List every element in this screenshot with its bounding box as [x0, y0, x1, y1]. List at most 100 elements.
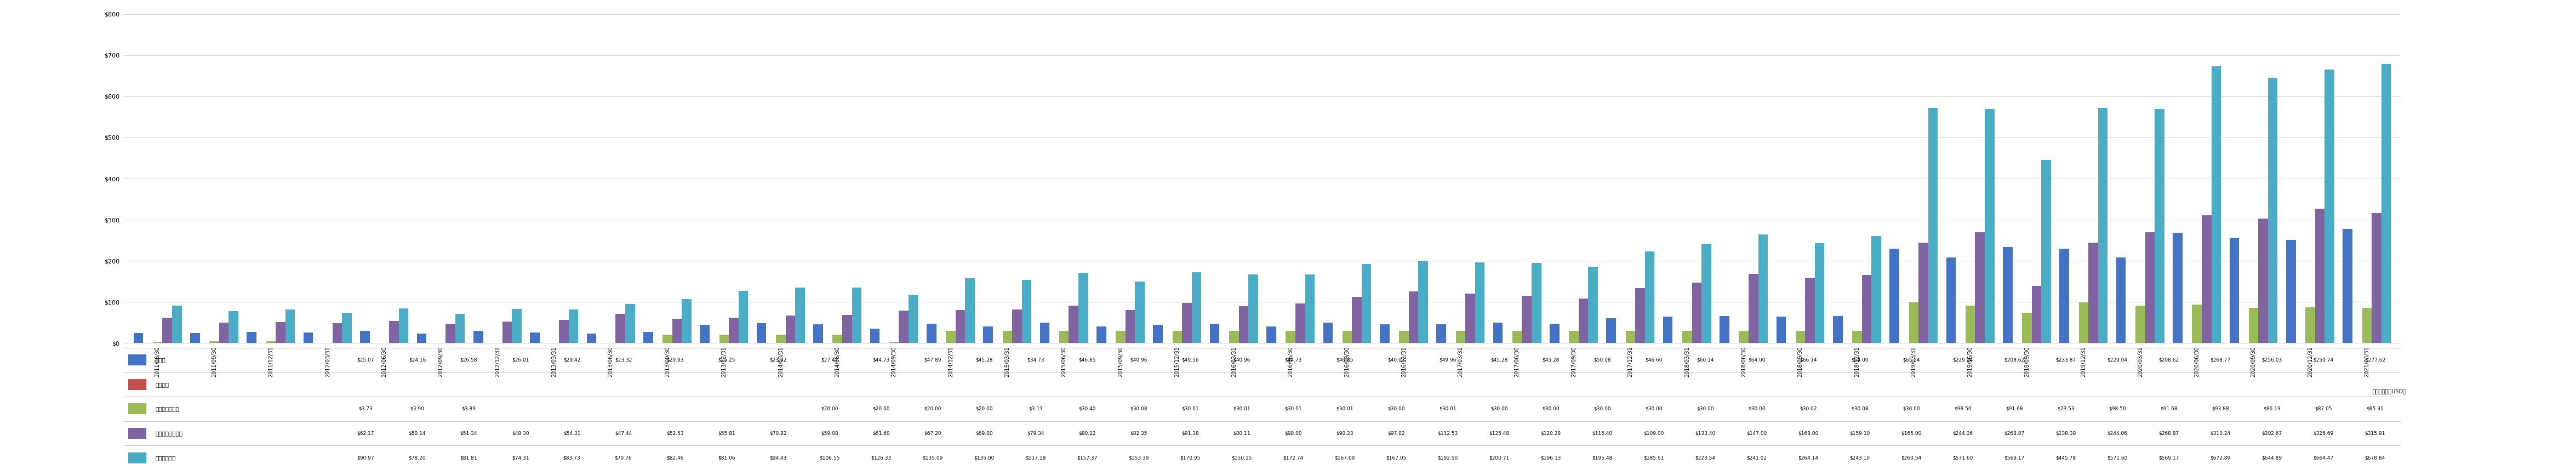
Bar [1079, 273, 1087, 343]
Text: $120.28: $120.28 [1540, 431, 1561, 436]
Text: $30.00: $30.00 [1749, 407, 1765, 411]
Bar [2210, 66, 2221, 343]
Text: $85.31: $85.31 [2367, 407, 2383, 411]
Bar [1126, 310, 1136, 343]
Text: $229.04: $229.04 [1953, 358, 1973, 362]
Text: $3.11: $3.11 [1028, 407, 1043, 411]
Bar [719, 335, 729, 343]
Text: $208.62: $208.62 [2004, 358, 2025, 362]
Bar [626, 304, 634, 343]
Bar [683, 299, 690, 343]
Bar [1512, 331, 1522, 343]
Bar [1965, 306, 1976, 343]
Text: $192.50: $192.50 [1437, 455, 1458, 460]
Bar [1172, 331, 1182, 343]
Text: $302.67: $302.67 [2262, 431, 2282, 436]
Text: $82.46: $82.46 [667, 455, 683, 460]
Text: $196.13: $196.13 [1540, 455, 1561, 460]
Bar [343, 313, 353, 343]
Bar [1692, 282, 1703, 343]
Bar [871, 329, 878, 343]
Text: $30.01: $30.01 [1182, 407, 1198, 411]
Text: $45.28: $45.28 [1543, 358, 1558, 362]
FancyBboxPatch shape [129, 354, 147, 366]
Text: $310.24: $310.24 [2210, 431, 2231, 436]
Text: $3.90: $3.90 [410, 407, 425, 411]
Text: $55.81: $55.81 [719, 431, 734, 436]
Text: $83.73: $83.73 [564, 455, 580, 460]
Bar [945, 330, 956, 343]
Bar [2259, 219, 2267, 343]
Bar [1249, 274, 1257, 343]
Text: $20.00: $20.00 [976, 407, 992, 411]
Bar [399, 309, 407, 343]
Bar [1399, 331, 1409, 343]
Text: $30.00: $30.00 [1904, 407, 1919, 411]
Text: $133.40: $133.40 [1695, 431, 1716, 436]
Text: $49.96: $49.96 [1440, 358, 1455, 362]
Bar [1069, 306, 1079, 343]
Text: $30.00: $30.00 [1646, 407, 1662, 411]
Bar [1739, 331, 1749, 343]
Bar [502, 321, 513, 343]
Text: $20.00: $20.00 [873, 407, 889, 411]
Text: $80.11: $80.11 [1234, 431, 1249, 436]
Text: $256.03: $256.03 [2262, 358, 2282, 362]
Bar [1607, 318, 1615, 343]
Bar [1352, 297, 1363, 343]
Bar [1285, 331, 1296, 343]
Text: $571.60: $571.60 [1953, 455, 1973, 460]
Text: $30.01: $30.01 [1337, 407, 1352, 411]
Bar [899, 311, 909, 343]
Bar [446, 323, 456, 343]
Bar [1579, 298, 1589, 343]
Text: $117.18: $117.18 [1025, 455, 1046, 460]
Bar [2115, 257, 2125, 343]
Text: $34.73: $34.73 [1028, 358, 1043, 362]
Bar [1437, 324, 1445, 343]
Text: $30.00: $30.00 [1492, 407, 1507, 411]
Bar [1927, 108, 1937, 343]
Text: 買掛金: 買掛金 [155, 357, 165, 363]
Bar [1182, 303, 1193, 343]
Text: $62.17: $62.17 [358, 431, 374, 436]
Text: $165.00: $165.00 [1901, 431, 1922, 436]
Text: $30.40: $30.40 [1079, 407, 1095, 411]
Text: $126.33: $126.33 [871, 455, 891, 460]
Bar [1721, 316, 1728, 343]
Text: $91.38: $91.38 [1182, 431, 1198, 436]
Bar [1947, 257, 1955, 343]
Bar [1646, 251, 1654, 343]
Text: $80.12: $80.12 [1079, 431, 1095, 436]
Text: $44.73: $44.73 [873, 358, 889, 362]
Text: $3.89: $3.89 [461, 407, 477, 411]
Text: $195.48: $195.48 [1592, 455, 1613, 460]
Bar [2136, 306, 2146, 343]
Text: $244.06: $244.06 [2107, 431, 2128, 436]
Text: $244.06: $244.06 [1953, 431, 1973, 436]
FancyBboxPatch shape [129, 403, 147, 415]
Bar [1806, 278, 1816, 343]
Text: $243.10: $243.10 [1850, 455, 1870, 460]
FancyBboxPatch shape [129, 452, 147, 463]
Bar [2249, 308, 2259, 343]
Bar [616, 314, 626, 343]
Text: $569.17: $569.17 [2004, 455, 2025, 460]
Text: $69.00: $69.00 [976, 431, 992, 436]
Text: $167.09: $167.09 [1334, 455, 1355, 460]
Text: $315.91: $315.91 [2365, 431, 2385, 436]
Text: $50.14: $50.14 [410, 431, 425, 436]
Bar [531, 333, 541, 343]
Bar [2202, 216, 2210, 343]
Text: $150.15: $150.15 [1231, 455, 1252, 460]
Bar [1862, 275, 1873, 343]
Bar [701, 325, 708, 343]
Text: $52.53: $52.53 [667, 431, 683, 436]
Text: $47.89: $47.89 [925, 358, 940, 362]
Text: $125.48: $125.48 [1489, 431, 1510, 436]
Text: $30.08: $30.08 [1131, 407, 1146, 411]
Text: $40.96: $40.96 [1234, 358, 1249, 362]
Text: （単位：百万USD）: （単位：百万USD） [2372, 388, 2406, 394]
Text: 繰延収益: 繰延収益 [155, 382, 170, 387]
Text: $91.68: $91.68 [2007, 407, 2022, 411]
